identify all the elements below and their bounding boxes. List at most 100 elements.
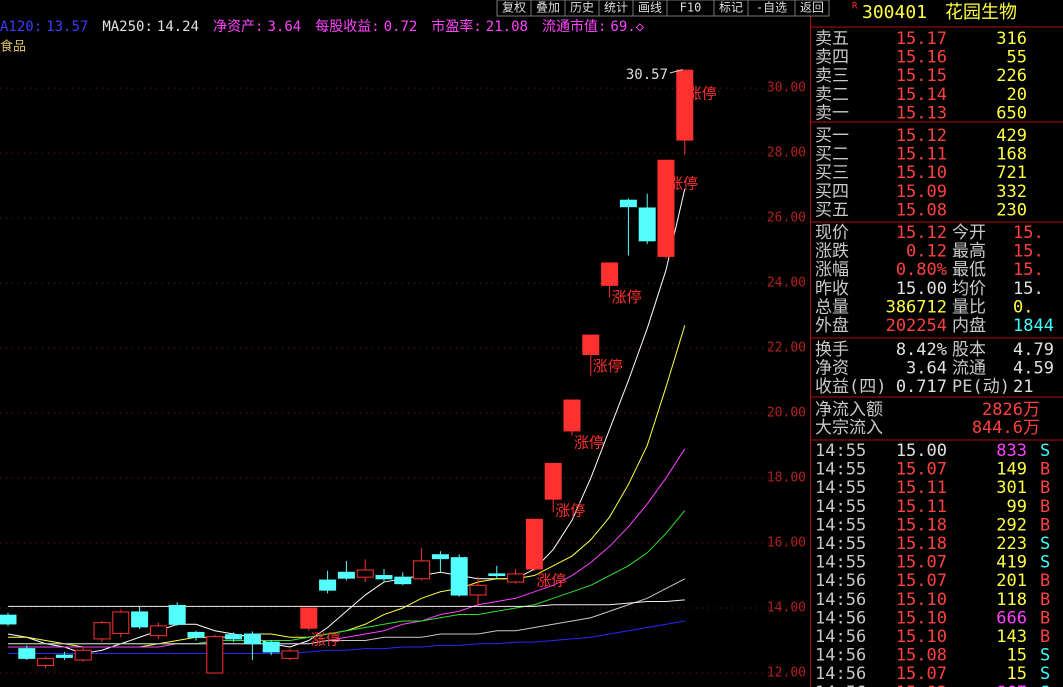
toolbar-label[interactable]: 画线 <box>638 1 662 15</box>
sector: 食品 <box>0 39 26 55</box>
row-value: 0.12 <box>906 242 947 262</box>
toolbar-label[interactable]: -自选 <box>756 1 787 15</box>
trade-volume: 118 <box>996 590 1027 610</box>
row-label: 量比 <box>952 297 986 317</box>
y-tick-label: 28.00 <box>767 146 806 161</box>
row-value: 15. <box>1013 260 1044 280</box>
row-label: 内盘 <box>952 316 986 336</box>
flow-value: 2826万 <box>982 400 1040 420</box>
candle-body <box>225 634 243 640</box>
max-pointer <box>669 69 683 74</box>
trade-side: S <box>1040 683 1050 687</box>
trade-time: 14:55 <box>815 553 866 573</box>
book-label: 买三 <box>815 163 849 183</box>
y-tick-label: 30.00 <box>767 81 806 96</box>
candle-body <box>563 399 581 432</box>
toolbar-label[interactable]: 叠加 <box>536 1 560 15</box>
book-price: 15.17 <box>896 29 947 49</box>
candle-body <box>394 576 412 585</box>
row-label: 最低 <box>952 260 986 280</box>
row-label: 外盘 <box>815 316 849 336</box>
book-price: 15.08 <box>896 200 947 220</box>
indicator-value: 13.57 <box>46 19 88 35</box>
trade-price: 15.07 <box>896 553 947 573</box>
trade-volume: 833 <box>996 441 1027 461</box>
toolbar-button[interactable] <box>794 0 830 17</box>
trade-side: S <box>1040 534 1050 554</box>
trade-volume: 143 <box>996 627 1027 647</box>
trade-price: 15.00 <box>896 441 947 461</box>
row-label: 最高 <box>952 242 986 262</box>
book-volume: 316 <box>996 29 1027 49</box>
y-tick-label: 22.00 <box>767 341 806 356</box>
book-price: 15.13 <box>896 103 947 123</box>
row-label: 昨收 <box>815 279 849 299</box>
indicator-name: 流通市值: <box>542 18 606 35</box>
trade-time: 14:56 <box>815 664 866 684</box>
candle-body <box>262 641 280 653</box>
indicator-value: 69.◇ <box>610 19 644 35</box>
trade-time: 14:55 <box>815 534 866 554</box>
trade-side: S <box>1040 441 1050 461</box>
book-volume: 168 <box>996 145 1027 165</box>
row-label: 今开 <box>952 223 986 243</box>
candle-body <box>582 334 600 356</box>
trade-price: 15.18 <box>896 515 947 535</box>
candle-body <box>544 462 562 500</box>
max-label: 30.57 <box>626 67 668 83</box>
trade-volume: 99 <box>1007 497 1027 517</box>
trade-time: 14:55 <box>815 497 866 517</box>
trade-price: 15.10 <box>896 590 947 610</box>
candle-body <box>507 573 525 583</box>
book-volume: 20 <box>1007 85 1027 105</box>
book-price: 15.16 <box>896 48 947 68</box>
book-volume: 650 <box>996 103 1027 123</box>
trade-volume: 867 <box>996 683 1027 687</box>
toolbar-label[interactable]: 复权 <box>502 1 526 15</box>
toolbar-label[interactable]: 历史 <box>570 1 594 15</box>
row-value: 15. <box>1013 223 1044 243</box>
indicator-name: A120: <box>0 19 42 35</box>
trade-time: 14:56 <box>815 646 866 666</box>
book-volume: 429 <box>996 126 1027 146</box>
candle-body <box>488 573 506 577</box>
limit-up-label: 涨停 <box>593 357 623 375</box>
trade-time: 14:56 <box>815 608 866 628</box>
row-label: 收益(四) <box>815 377 886 397</box>
trade-time: 14:56 <box>815 683 866 687</box>
toolbar-label[interactable]: 返回 <box>800 1 824 15</box>
trade-time: 14:56 <box>815 590 866 610</box>
toolbar-label[interactable]: 标记 <box>719 1 743 15</box>
book-label: 卖一 <box>815 103 849 123</box>
indicator-name: MA250: <box>102 19 153 35</box>
candle-body <box>0 614 17 625</box>
trade-price: 15.10 <box>896 608 947 628</box>
trade-volume: 419 <box>996 553 1027 573</box>
row-value: 1844 <box>1013 316 1054 336</box>
trade-time: 14:56 <box>815 571 866 591</box>
book-label: 卖五 <box>815 29 849 49</box>
candle-body <box>55 654 73 658</box>
limit-up-label: 涨停 <box>555 502 585 520</box>
trade-volume: 223 <box>996 534 1027 554</box>
row-value: 15. <box>1013 279 1044 299</box>
candle-body <box>413 560 431 580</box>
trade-price: 15.07 <box>896 664 947 684</box>
limit-up-label: 涨停 <box>668 175 698 193</box>
toolbar-label[interactable]: 统计 <box>604 1 628 15</box>
book-price: 15.12 <box>896 126 947 146</box>
y-tick-label: 18.00 <box>767 471 806 486</box>
candle-body <box>37 657 55 667</box>
book-label: 卖二 <box>815 85 849 105</box>
book-label: 买一 <box>815 126 849 146</box>
book-price: 15.14 <box>896 85 947 105</box>
candle-body <box>337 571 355 579</box>
candle-body <box>168 604 186 625</box>
candle-body <box>319 579 337 591</box>
row-label: 换手 <box>815 340 849 360</box>
y-tick-label: 20.00 <box>767 406 806 421</box>
trade-side: S <box>1040 553 1050 573</box>
toolbar-label[interactable]: F10 <box>680 1 702 15</box>
moving-average <box>8 620 685 655</box>
